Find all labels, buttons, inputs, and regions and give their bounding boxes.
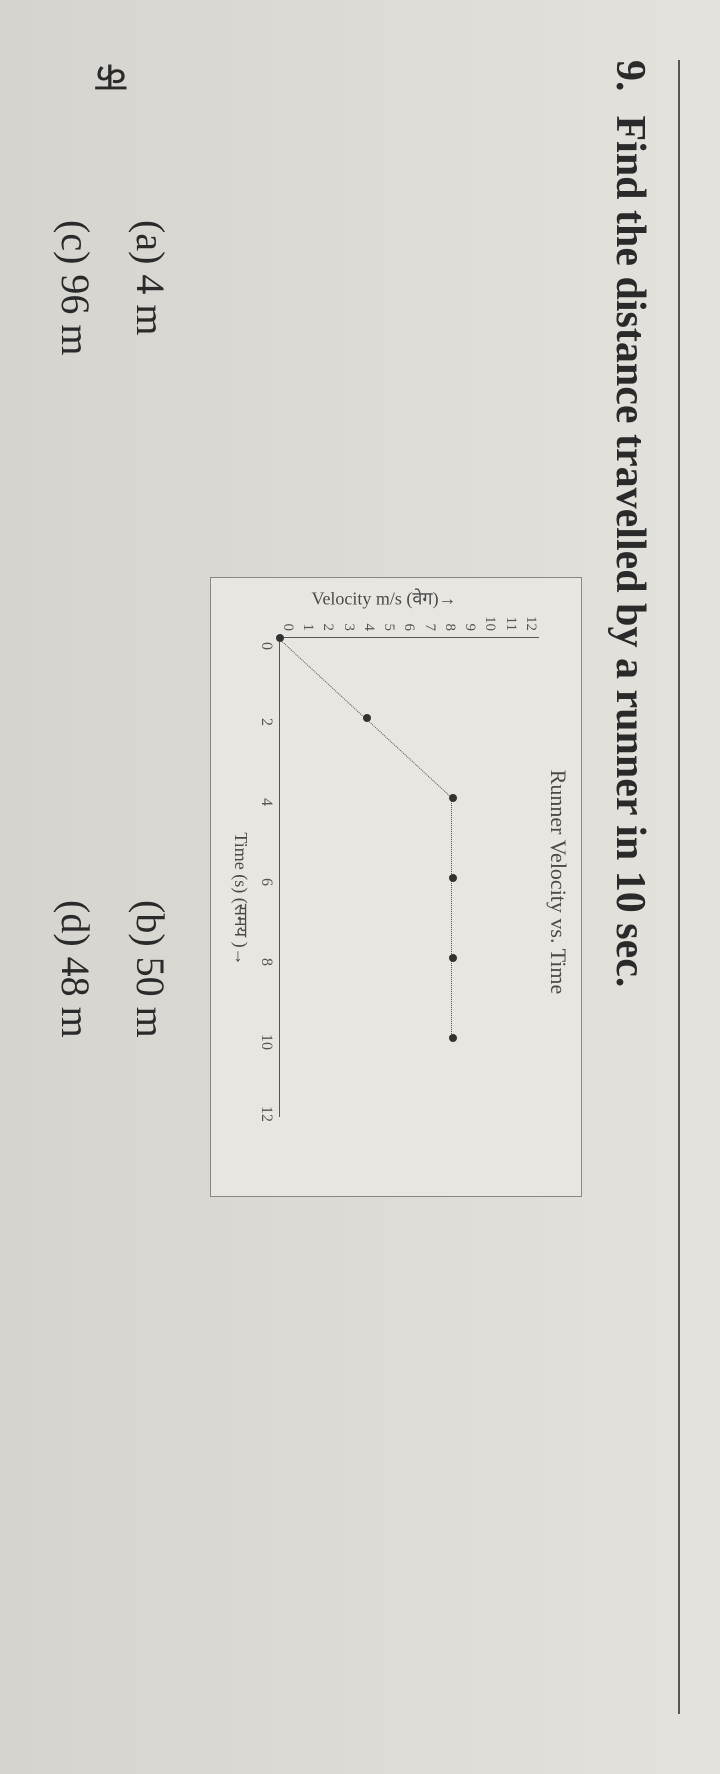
x-tick: 4 <box>257 762 275 842</box>
x-tick: 2 <box>257 682 275 762</box>
chart-segment <box>365 718 452 799</box>
y-tick: 10 <box>482 616 499 631</box>
x-tick: 8 <box>257 922 275 1002</box>
y-tick: 3 <box>340 624 357 632</box>
option-a: (a) 4 m <box>127 220 174 540</box>
options-area: क (a) 4 m (b) 50 m (c) 96 m (d) 48 m <box>52 60 174 1714</box>
question-number: 9. <box>606 60 654 92</box>
y-tick: 4 <box>360 624 377 632</box>
plot-area: 1211109876543210 <box>279 616 539 1182</box>
option-d: (d) 48 m <box>52 900 99 1220</box>
chart-title: Runner Velocity vs. Time <box>545 582 571 1182</box>
options-grid: (a) 4 m (b) 50 m (c) 96 m (d) 48 m <box>52 220 174 1220</box>
y-tick: 11 <box>502 617 519 631</box>
option-b-value: 50 m <box>128 957 173 1038</box>
option-c-label: (c) <box>53 220 98 264</box>
y-tick: 6 <box>401 624 418 632</box>
chart-segment <box>451 958 452 1038</box>
option-a-value: 4 m <box>128 274 173 335</box>
x-ticks: 024681012 <box>257 616 275 1182</box>
chart-point <box>449 1034 457 1042</box>
plot-column: 1211109876543210 024681012 Time (s) (समय… <box>229 616 539 1182</box>
y-tick: 0 <box>279 624 296 632</box>
question-row: 9. Find the distance travelled by a runn… <box>606 60 654 1714</box>
option-b: (b) 50 m <box>127 900 174 1220</box>
x-tick: 10 <box>257 1002 275 1082</box>
top-divider <box>678 60 680 1714</box>
y-tick: 5 <box>380 624 397 632</box>
chart-container: Runner Velocity vs. Time Velocity m/s (व… <box>210 60 582 1714</box>
chart-point <box>363 714 371 722</box>
chart-segment <box>451 798 452 878</box>
y-axis-label-col: Velocity m/s (वेग)→ <box>229 582 539 616</box>
x-axis-label: Time (s) (समय )→ <box>229 616 253 1182</box>
plot-canvas <box>279 637 539 1117</box>
option-d-label: (d) <box>53 900 98 947</box>
option-b-label: (b) <box>128 900 173 947</box>
hindi-marginal: क <box>87 53 127 108</box>
y-tick: 8 <box>441 624 458 632</box>
chart-body: Velocity m/s (वेग)→ 1211109876543210 024… <box>229 582 539 1182</box>
chart-frame: Runner Velocity vs. Time Velocity m/s (व… <box>210 577 582 1197</box>
chart-point <box>449 794 457 802</box>
chart-segment <box>451 878 452 958</box>
chart-point <box>449 954 457 962</box>
y-tick: 9 <box>461 624 478 632</box>
y-tick: 1 <box>299 624 316 632</box>
y-tick: 12 <box>522 616 539 631</box>
page: 9. Find the distance travelled by a runn… <box>0 0 720 1774</box>
option-d-value: 48 m <box>53 957 98 1038</box>
y-axis-label: Velocity m/s (वेग)→ <box>311 587 456 611</box>
y-tick: 7 <box>421 624 438 632</box>
question-text: Find the distance travelled by a runner … <box>606 116 654 988</box>
x-tick: 6 <box>257 842 275 922</box>
x-tick: 0 <box>257 642 275 682</box>
option-a-label: (a) <box>128 220 173 264</box>
chart-point <box>276 634 284 642</box>
y-tick: 2 <box>320 624 337 632</box>
chart-point <box>449 874 457 882</box>
chart-segment <box>278 638 365 719</box>
y-ticks: 1211109876543210 <box>279 616 539 637</box>
x-tick: 12 <box>257 1082 275 1122</box>
option-c: (c) 96 m <box>52 220 99 540</box>
option-c-value: 96 m <box>53 274 98 355</box>
